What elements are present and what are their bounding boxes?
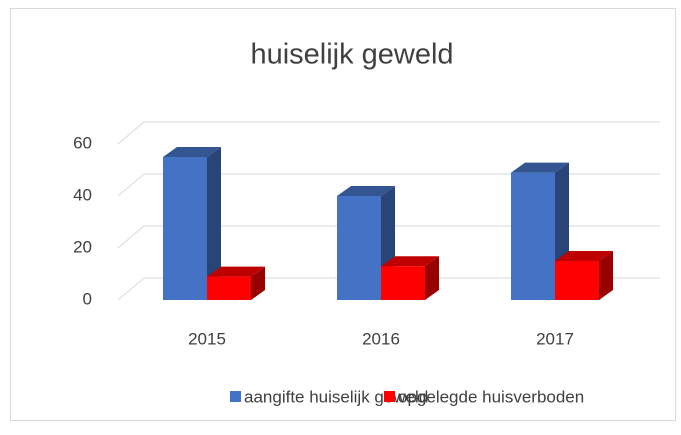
legend-label: aangifte huiselijk geweld <box>244 387 428 406</box>
bar-front <box>337 196 381 300</box>
bar-side <box>599 251 613 300</box>
x-tick-label: 2016 <box>362 329 400 348</box>
x-tick-label: 2017 <box>536 329 574 348</box>
grid-line <box>117 173 660 197</box>
bar-top <box>381 256 439 267</box>
bar-side <box>207 147 221 300</box>
y-tick-label: 40 <box>73 185 92 204</box>
y-tick-label: 0 <box>83 289 92 308</box>
x-tick-label: 2015 <box>188 329 226 348</box>
grid-line <box>117 225 660 249</box>
bar-top <box>207 266 265 277</box>
bar <box>337 186 395 300</box>
bar-side <box>251 266 265 300</box>
y-tick-label: 60 <box>73 133 92 152</box>
legend-swatch <box>384 391 395 402</box>
bar-top <box>511 162 569 173</box>
bar-top <box>555 251 613 261</box>
bar-front <box>555 261 599 300</box>
legend-label: opgelegde huisverboden <box>398 387 584 406</box>
y-tick-label: 20 <box>73 237 92 256</box>
bar <box>207 266 265 300</box>
bar <box>555 251 613 300</box>
grid-line <box>117 121 660 145</box>
bar-front <box>163 157 207 300</box>
bar-top <box>163 147 221 157</box>
bar <box>381 256 439 300</box>
bar-front <box>207 276 251 300</box>
bar-side <box>425 256 439 300</box>
bar-top <box>337 186 395 196</box>
bar <box>163 147 221 300</box>
bar-front <box>381 266 425 300</box>
legend-swatch <box>230 391 241 402</box>
chart-title: huiselijk geweld <box>250 39 453 71</box>
bar-front <box>511 172 555 300</box>
grid-line <box>117 277 660 301</box>
